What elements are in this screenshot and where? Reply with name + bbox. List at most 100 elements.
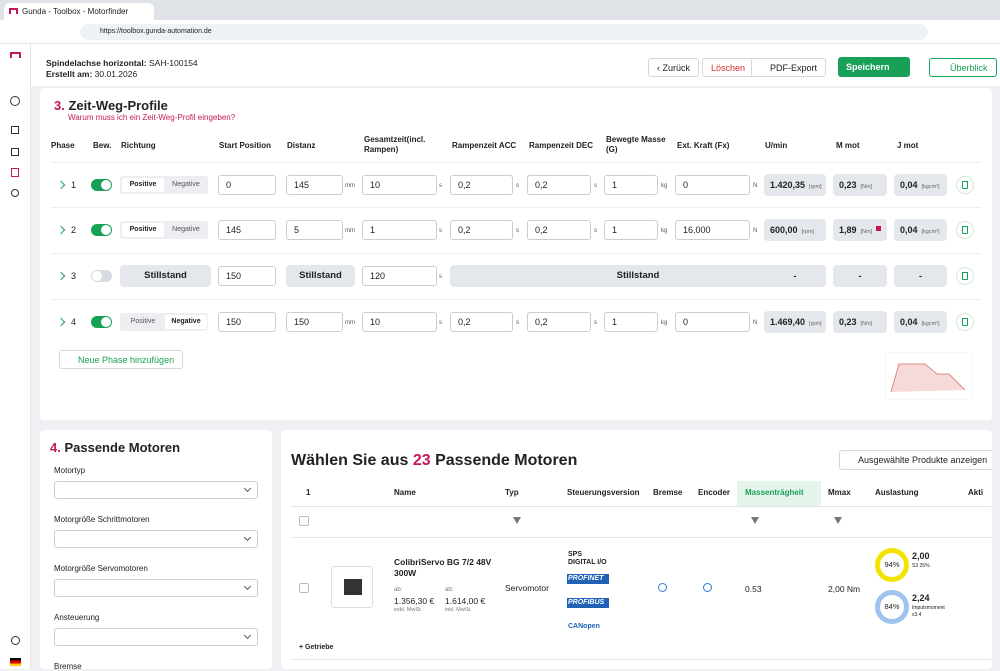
force-input[interactable]: 16.000: [675, 220, 750, 240]
column-header: Phase: [51, 141, 75, 150]
delete-button[interactable]: [956, 221, 974, 239]
expand-chevron[interactable]: [56, 225, 66, 235]
toggle[interactable]: [91, 224, 112, 236]
force-input[interactable]: 0: [675, 175, 750, 195]
filter-select[interactable]: [54, 628, 258, 646]
doc-icon[interactable]: [11, 168, 19, 177]
add-phase-button[interactable]: Neue Phase hinzufügen: [59, 350, 184, 369]
overview-button[interactable]: Überblick: [929, 58, 997, 77]
product-name[interactable]: ColibriServo BG 7/2 48V 300W: [394, 557, 492, 578]
direction-option[interactable]: Positive: [130, 318, 156, 325]
delete-button[interactable]: [956, 313, 974, 331]
check-icon: [658, 583, 667, 592]
column-header[interactable]: Mmax: [828, 488, 851, 497]
dec-input[interactable]: 0,2: [527, 312, 591, 332]
unit: s: [439, 228, 442, 234]
start-input[interactable]: 150: [218, 312, 276, 332]
filter-icon[interactable]: [751, 517, 759, 524]
time-input[interactable]: 10: [362, 175, 437, 195]
distance-input[interactable]: 145: [286, 175, 343, 195]
expand-chevron[interactable]: [56, 271, 66, 281]
axis-label: Spindelachse horizontal:: [46, 58, 147, 68]
url: https://toolbox.gunda-automation.de: [100, 28, 212, 35]
filter-icon[interactable]: [513, 517, 521, 524]
start-input[interactable]: 150: [218, 266, 276, 286]
delete-button[interactable]: Löschen: [702, 58, 755, 77]
section-number: 3.: [54, 98, 65, 113]
distance-input[interactable]: 5: [286, 220, 343, 240]
torque-result: 1,89 [Nm]: [833, 219, 887, 241]
time-input[interactable]: 120: [362, 266, 437, 286]
flag-de[interactable]: [10, 658, 21, 666]
mass-input[interactable]: 1: [604, 312, 658, 332]
user-icon[interactable]: [10, 96, 20, 106]
filter-label: Motortyp: [54, 466, 86, 475]
help-link[interactable]: Warum muss ich ein Zeit-Weg-Profil einge…: [68, 113, 236, 122]
control-logo: SPS DIGITAL I/O: [568, 551, 607, 566]
save-button[interactable]: Speichern: [838, 57, 910, 77]
tab[interactable]: Gunda - Toolbox - Motorfinder: [4, 3, 154, 20]
dec-input[interactable]: 0,2: [527, 220, 591, 240]
settings-icon[interactable]: [11, 636, 20, 645]
direction-option[interactable]: Negative: [172, 181, 200, 188]
unit: [rpm]: [801, 229, 815, 235]
filter-select[interactable]: [54, 530, 258, 548]
dec-input[interactable]: 0,2: [527, 175, 591, 195]
mass-input[interactable]: 1: [604, 220, 658, 240]
unit: kg: [661, 320, 668, 326]
price-prefix: ab:: [445, 587, 454, 593]
direction-option[interactable]: Negative: [172, 226, 200, 233]
value: -: [793, 271, 797, 281]
force-input[interactable]: 0: [675, 312, 750, 332]
value: 1,89: [839, 225, 857, 235]
unit: mm: [345, 228, 355, 234]
select-all-checkbox[interactable]: [299, 516, 309, 526]
column-header: J mot: [897, 141, 919, 150]
column-header: Encoder: [698, 488, 731, 497]
heading: Wählen Sie aus: [291, 452, 409, 469]
acc-input[interactable]: 0,2: [450, 312, 513, 332]
start-input[interactable]: 145: [218, 220, 276, 240]
acc-input[interactable]: 0,2: [450, 175, 513, 195]
unit: [Nm]: [860, 184, 873, 190]
filter-select[interactable]: [54, 579, 258, 597]
home-icon[interactable]: [11, 126, 19, 134]
row-checkbox[interactable]: [299, 583, 309, 593]
gearbox-link[interactable]: + Getriebe: [299, 644, 334, 651]
direction-option[interactable]: Negative: [165, 315, 207, 329]
expand-chevron[interactable]: [56, 180, 66, 190]
rpm-result: 600,00 [rpm]: [764, 219, 826, 241]
filter-select[interactable]: [54, 481, 258, 499]
filter-icon[interactable]: [834, 517, 842, 524]
direction-option[interactable]: Positive: [122, 223, 164, 237]
column-header[interactable]: Massenträgheit: [745, 488, 804, 497]
value: -: [919, 271, 922, 281]
start-input[interactable]: 0: [218, 175, 276, 195]
folder-icon[interactable]: [11, 148, 19, 156]
acc-input[interactable]: 0,2: [450, 220, 513, 240]
tab-title: Gunda - Toolbox - Motorfinder: [22, 7, 129, 16]
toggle[interactable]: [91, 270, 112, 282]
direction-option[interactable]: Positive: [122, 178, 164, 192]
column-header[interactable]: Typ: [505, 488, 519, 497]
time-input[interactable]: 1: [362, 220, 437, 240]
time-input[interactable]: 10: [362, 312, 437, 332]
load-note: S3 25%: [912, 563, 930, 569]
toggle[interactable]: [91, 316, 112, 328]
url-field[interactable]: https://toolbox.gunda-automation.de: [80, 24, 928, 40]
check-icon: [703, 583, 712, 592]
search-icon[interactable]: [11, 189, 19, 197]
delete-button[interactable]: [956, 176, 974, 194]
column-header: Rampenzeit DEC: [529, 141, 594, 150]
results-card: Wählen Sie aus 23 Passende Motoren Ausge…: [281, 430, 992, 669]
toggle[interactable]: [91, 179, 112, 191]
back-button[interactable]: ‹ Zurück: [648, 58, 700, 77]
pdf-button[interactable]: PDF-Export: [751, 58, 827, 77]
delete-button[interactable]: [956, 267, 974, 285]
column-header[interactable]: Name: [394, 488, 416, 497]
show-selected-button[interactable]: Ausgewählte Produkte anzeigen: [839, 450, 992, 470]
expand-chevron[interactable]: [56, 317, 66, 327]
mass-input[interactable]: 1: [604, 175, 658, 195]
distance-input[interactable]: 150: [286, 312, 343, 332]
